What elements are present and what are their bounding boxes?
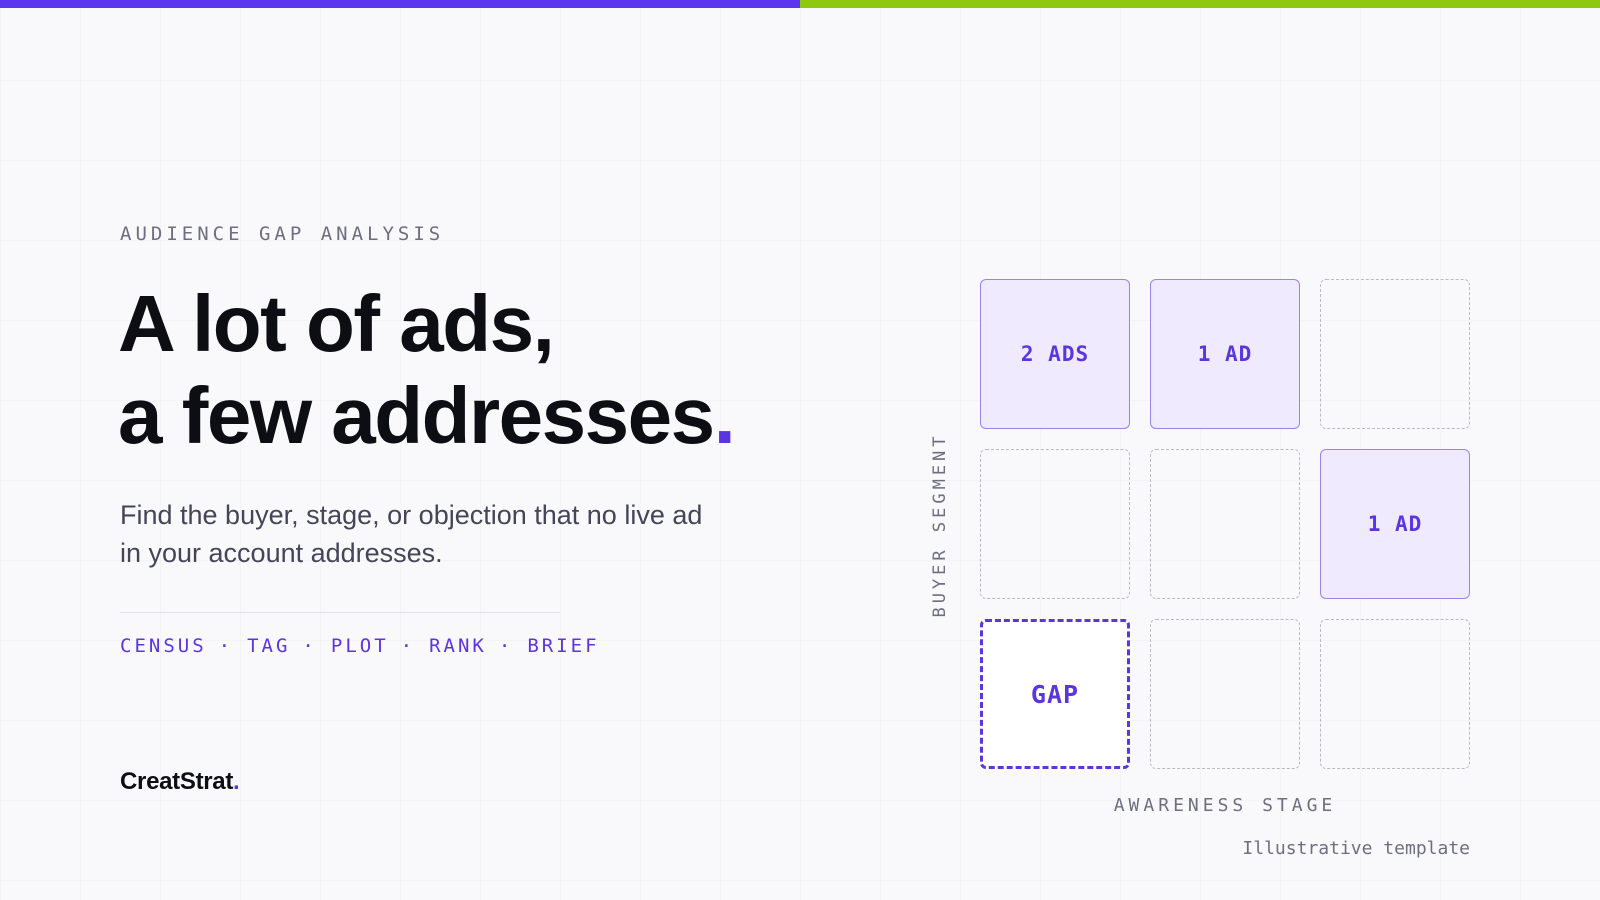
step-rank: RANK — [429, 635, 487, 657]
x-axis-label: AWARENESS STAGE — [1113, 795, 1337, 816]
step-census: CENSUS — [120, 635, 207, 657]
headline-line-2-text: a few addresses — [118, 371, 715, 460]
step-plot: PLOT — [330, 635, 389, 657]
matrix-cell — [1150, 449, 1300, 599]
y-axis-label: BUYER SEGMENT — [930, 432, 950, 618]
step-separator: · — [498, 635, 514, 657]
step-brief: BRIEF — [527, 635, 600, 657]
headline-line-2: a few addresses. — [118, 370, 736, 462]
top-accent-bar-left — [0, 0, 800, 8]
headline-accent-dot: . — [713, 371, 736, 460]
brand-accent-dot: . — [233, 768, 240, 795]
step-separator: · — [218, 635, 234, 657]
brand-name: CreatStrat — [120, 768, 234, 795]
brand-logo: CreatStrat. — [120, 768, 240, 796]
subtitle-line-1: Find the buyer, stage, or objection that… — [120, 500, 703, 530]
top-accent-bar — [0, 0, 1600, 8]
headline-line-1: A lot of ads, — [118, 279, 555, 368]
matrix-cell — [1320, 279, 1470, 429]
step-tag: TAG — [247, 635, 291, 657]
matrix-cell: 1 AD — [1150, 279, 1300, 429]
headline: A lot of ads, a few addresses. — [118, 278, 736, 462]
matrix-cell — [1150, 619, 1300, 769]
gap-matrix: 2 ADS 1 AD 1 AD GAP — [980, 279, 1470, 769]
step-separator: · — [302, 635, 317, 657]
matrix-cell: 2 ADS — [980, 279, 1130, 429]
matrix-cell: 1 AD — [1320, 449, 1470, 599]
subtitle-line-2: in your account addresses. — [120, 538, 443, 568]
top-accent-bar-right — [800, 0, 1600, 8]
step-separator: · — [400, 635, 416, 657]
footnote: Illustrative template — [1242, 838, 1470, 859]
matrix-cell — [1320, 619, 1470, 769]
matrix-cell-gap: GAP — [980, 619, 1130, 769]
eyebrow-label: AUDIENCE GAP ANALYSIS — [120, 223, 445, 245]
process-steps: CENSUS · TAG · PLOT · RANK · BRIEF — [120, 635, 600, 657]
subtitle: Find the buyer, stage, or objection that… — [120, 496, 760, 572]
matrix-cell — [980, 449, 1130, 599]
divider — [120, 612, 560, 613]
